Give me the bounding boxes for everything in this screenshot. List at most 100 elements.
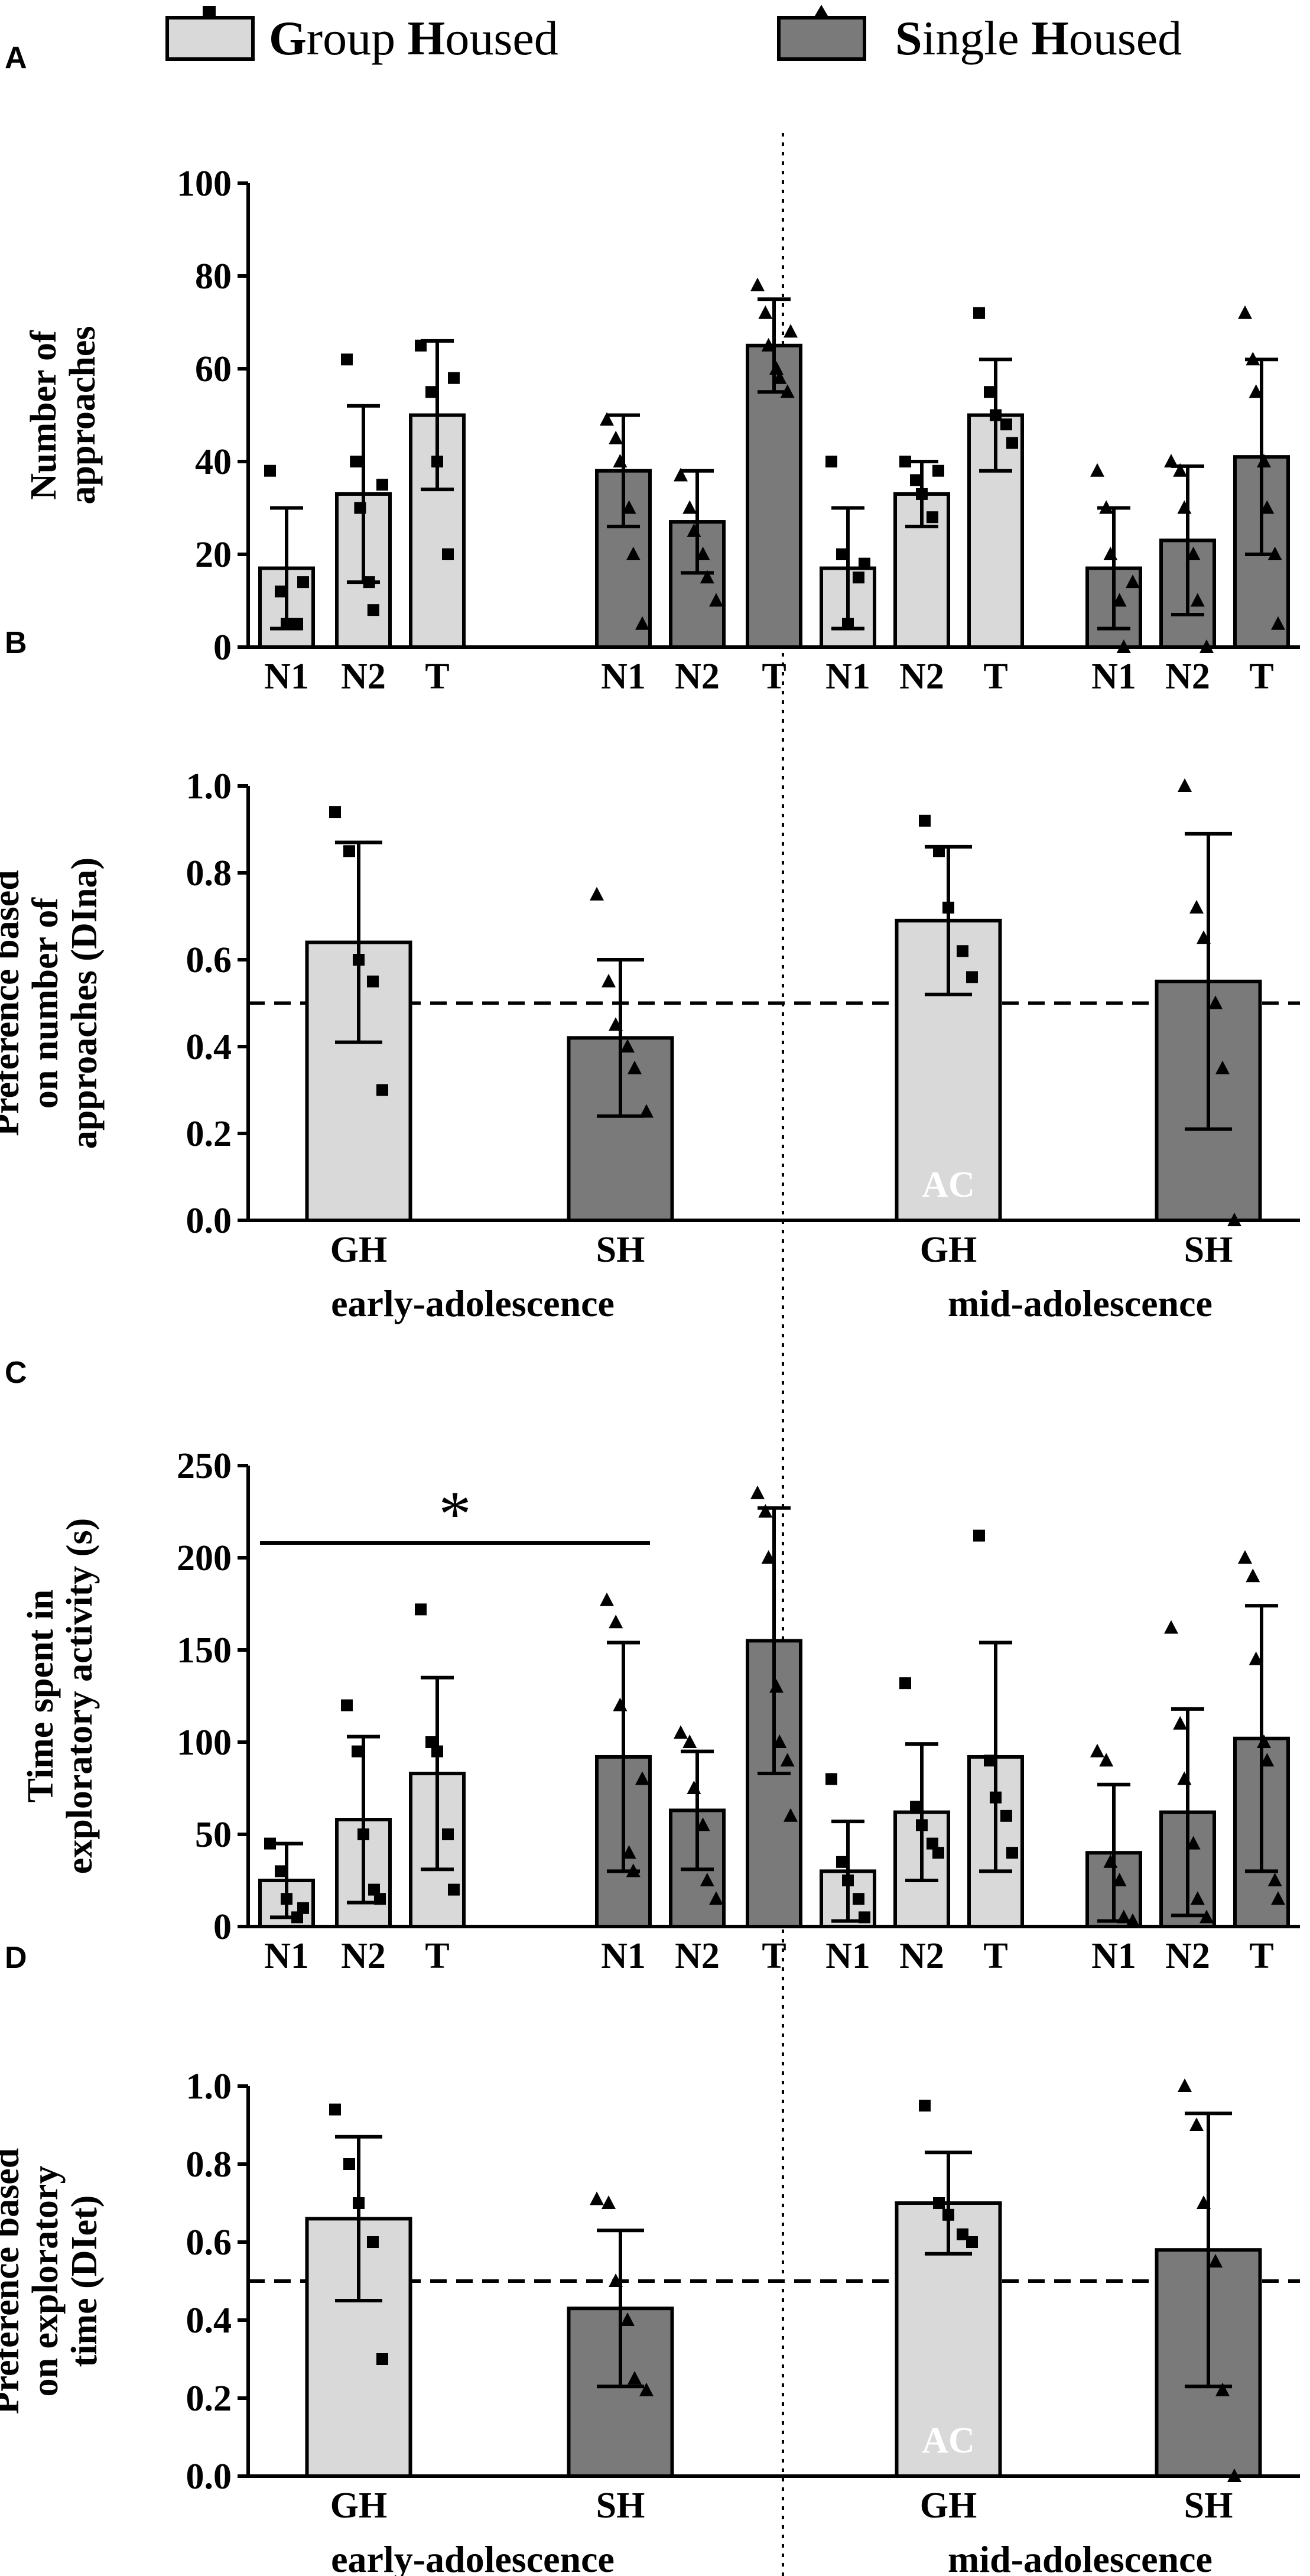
data-point-square: [1000, 418, 1012, 431]
data-point-square: [1006, 1847, 1018, 1859]
y-tick-label: 60: [195, 349, 232, 389]
bar: [567, 2307, 674, 2478]
y-tick-label: 0: [213, 1907, 232, 1947]
y-axis-title: Time spent in: [21, 1590, 61, 1803]
data-point-triangle: [1227, 1213, 1241, 1226]
data-point-square: [343, 2158, 355, 2170]
data-point-square: [859, 557, 870, 570]
data-point-square: [984, 1755, 996, 1767]
data-point-triangle: [1090, 1743, 1104, 1758]
category-label: N1: [601, 1936, 646, 1976]
y-tick-label: 20: [195, 535, 232, 575]
y-tick-label: 100: [177, 1723, 232, 1763]
bar-annotation-ac: AC: [922, 2421, 975, 2461]
significance-star: *: [439, 1478, 472, 1550]
data-point-triangle: [750, 1485, 765, 1499]
data-point-triangle: [1189, 899, 1204, 914]
data-point-triangle: [628, 2371, 642, 2385]
data-point-square: [927, 1837, 938, 1850]
data-point-square: [990, 1791, 1002, 1804]
data-point-triangle: [1249, 1651, 1263, 1665]
data-point-square: [376, 1084, 388, 1096]
data-point-triangle: [674, 467, 688, 482]
data-point-square: [442, 548, 454, 560]
y-tick-label: 80: [195, 256, 232, 297]
data-point-square: [859, 1911, 870, 1924]
age-group-label: early-adolescence: [331, 2538, 615, 2576]
data-point-triangle: [1190, 1891, 1205, 1905]
data-point-square: [910, 1801, 922, 1813]
data-point-square: [916, 1819, 928, 1831]
data-point-square: [973, 307, 985, 319]
data-point-square: [415, 339, 427, 352]
data-point-triangle: [1099, 1753, 1114, 1767]
data-point-square: [376, 2353, 388, 2365]
data-point-triangle: [1197, 2195, 1211, 2209]
data-point-triangle: [1238, 1550, 1252, 1564]
data-point-triangle: [695, 547, 710, 560]
category-label: N1: [1091, 1936, 1136, 1976]
category-label: GH: [920, 1230, 977, 1270]
data-point-square: [281, 618, 292, 630]
data-point-triangle: [639, 1104, 654, 1118]
y-tick-label: 0.0: [186, 2457, 232, 2497]
data-point-triangle: [613, 1697, 628, 1711]
category-label: SH: [1184, 1230, 1233, 1270]
y-tick-label: 0.2: [186, 1114, 232, 1154]
data-point-triangle: [1260, 1753, 1275, 1767]
data-point-triangle: [1126, 574, 1140, 589]
data-point-square: [842, 1875, 854, 1886]
data-point-triangle: [780, 384, 795, 398]
data-point-square: [368, 1883, 380, 1896]
data-point-square: [853, 571, 864, 584]
data-point-square: [933, 845, 945, 857]
data-point-square: [354, 502, 366, 514]
category-label: T: [983, 657, 1007, 697]
data-point-square: [297, 576, 309, 589]
data-point-triangle: [590, 2191, 604, 2205]
panel-letter-c: C: [5, 1356, 27, 1390]
data-point-square: [842, 618, 854, 630]
y-tick-label: 50: [195, 1815, 232, 1855]
data-point-square: [297, 1902, 309, 1914]
data-point-square: [442, 1828, 454, 1840]
data-point-square: [899, 1677, 911, 1690]
panel-c-chart: 0 50 100 150 200 250 Time spent inexploratory …: [21, 1446, 1300, 1976]
data-point-triangle: [758, 1504, 773, 1518]
data-point-triangle: [1186, 1836, 1201, 1850]
data-point-square: [836, 1856, 848, 1868]
category-label: GH: [330, 1230, 387, 1270]
data-point-square: [919, 814, 931, 827]
data-point-square: [836, 548, 848, 560]
data-point-square: [363, 576, 375, 589]
data-point-square: [448, 1883, 460, 1896]
legend-gh-marker: [203, 6, 216, 19]
data-point-triangle: [1190, 593, 1205, 607]
y-tick-label: 0.6: [186, 940, 232, 980]
data-point-square: [376, 479, 388, 491]
data-point-triangle: [687, 523, 701, 537]
data-point-square: [431, 1745, 443, 1758]
data-point-square: [329, 2103, 341, 2116]
category-label: N2: [675, 657, 720, 697]
y-tick-label: 0: [213, 628, 232, 668]
data-point-triangle: [600, 412, 614, 426]
data-point-triangle: [1112, 593, 1127, 607]
data-point-triangle: [1215, 1060, 1230, 1074]
data-point-square: [425, 1736, 437, 1748]
category-label: N2: [899, 657, 944, 697]
data-point-triangle: [1257, 1734, 1271, 1748]
age-group-label: early-adolescence: [331, 1282, 615, 1324]
data-point-triangle: [1189, 2117, 1204, 2131]
y-tick-label: 40: [195, 442, 232, 482]
category-label: N2: [341, 657, 386, 697]
category-label: T: [1249, 1936, 1273, 1976]
data-point-square: [350, 456, 362, 467]
category-label: N2: [1165, 1936, 1210, 1976]
data-point-triangle: [613, 454, 628, 467]
data-point-triangle: [1246, 1568, 1260, 1583]
data-point-triangle: [1227, 2468, 1241, 2482]
data-point-square: [825, 1773, 837, 1785]
